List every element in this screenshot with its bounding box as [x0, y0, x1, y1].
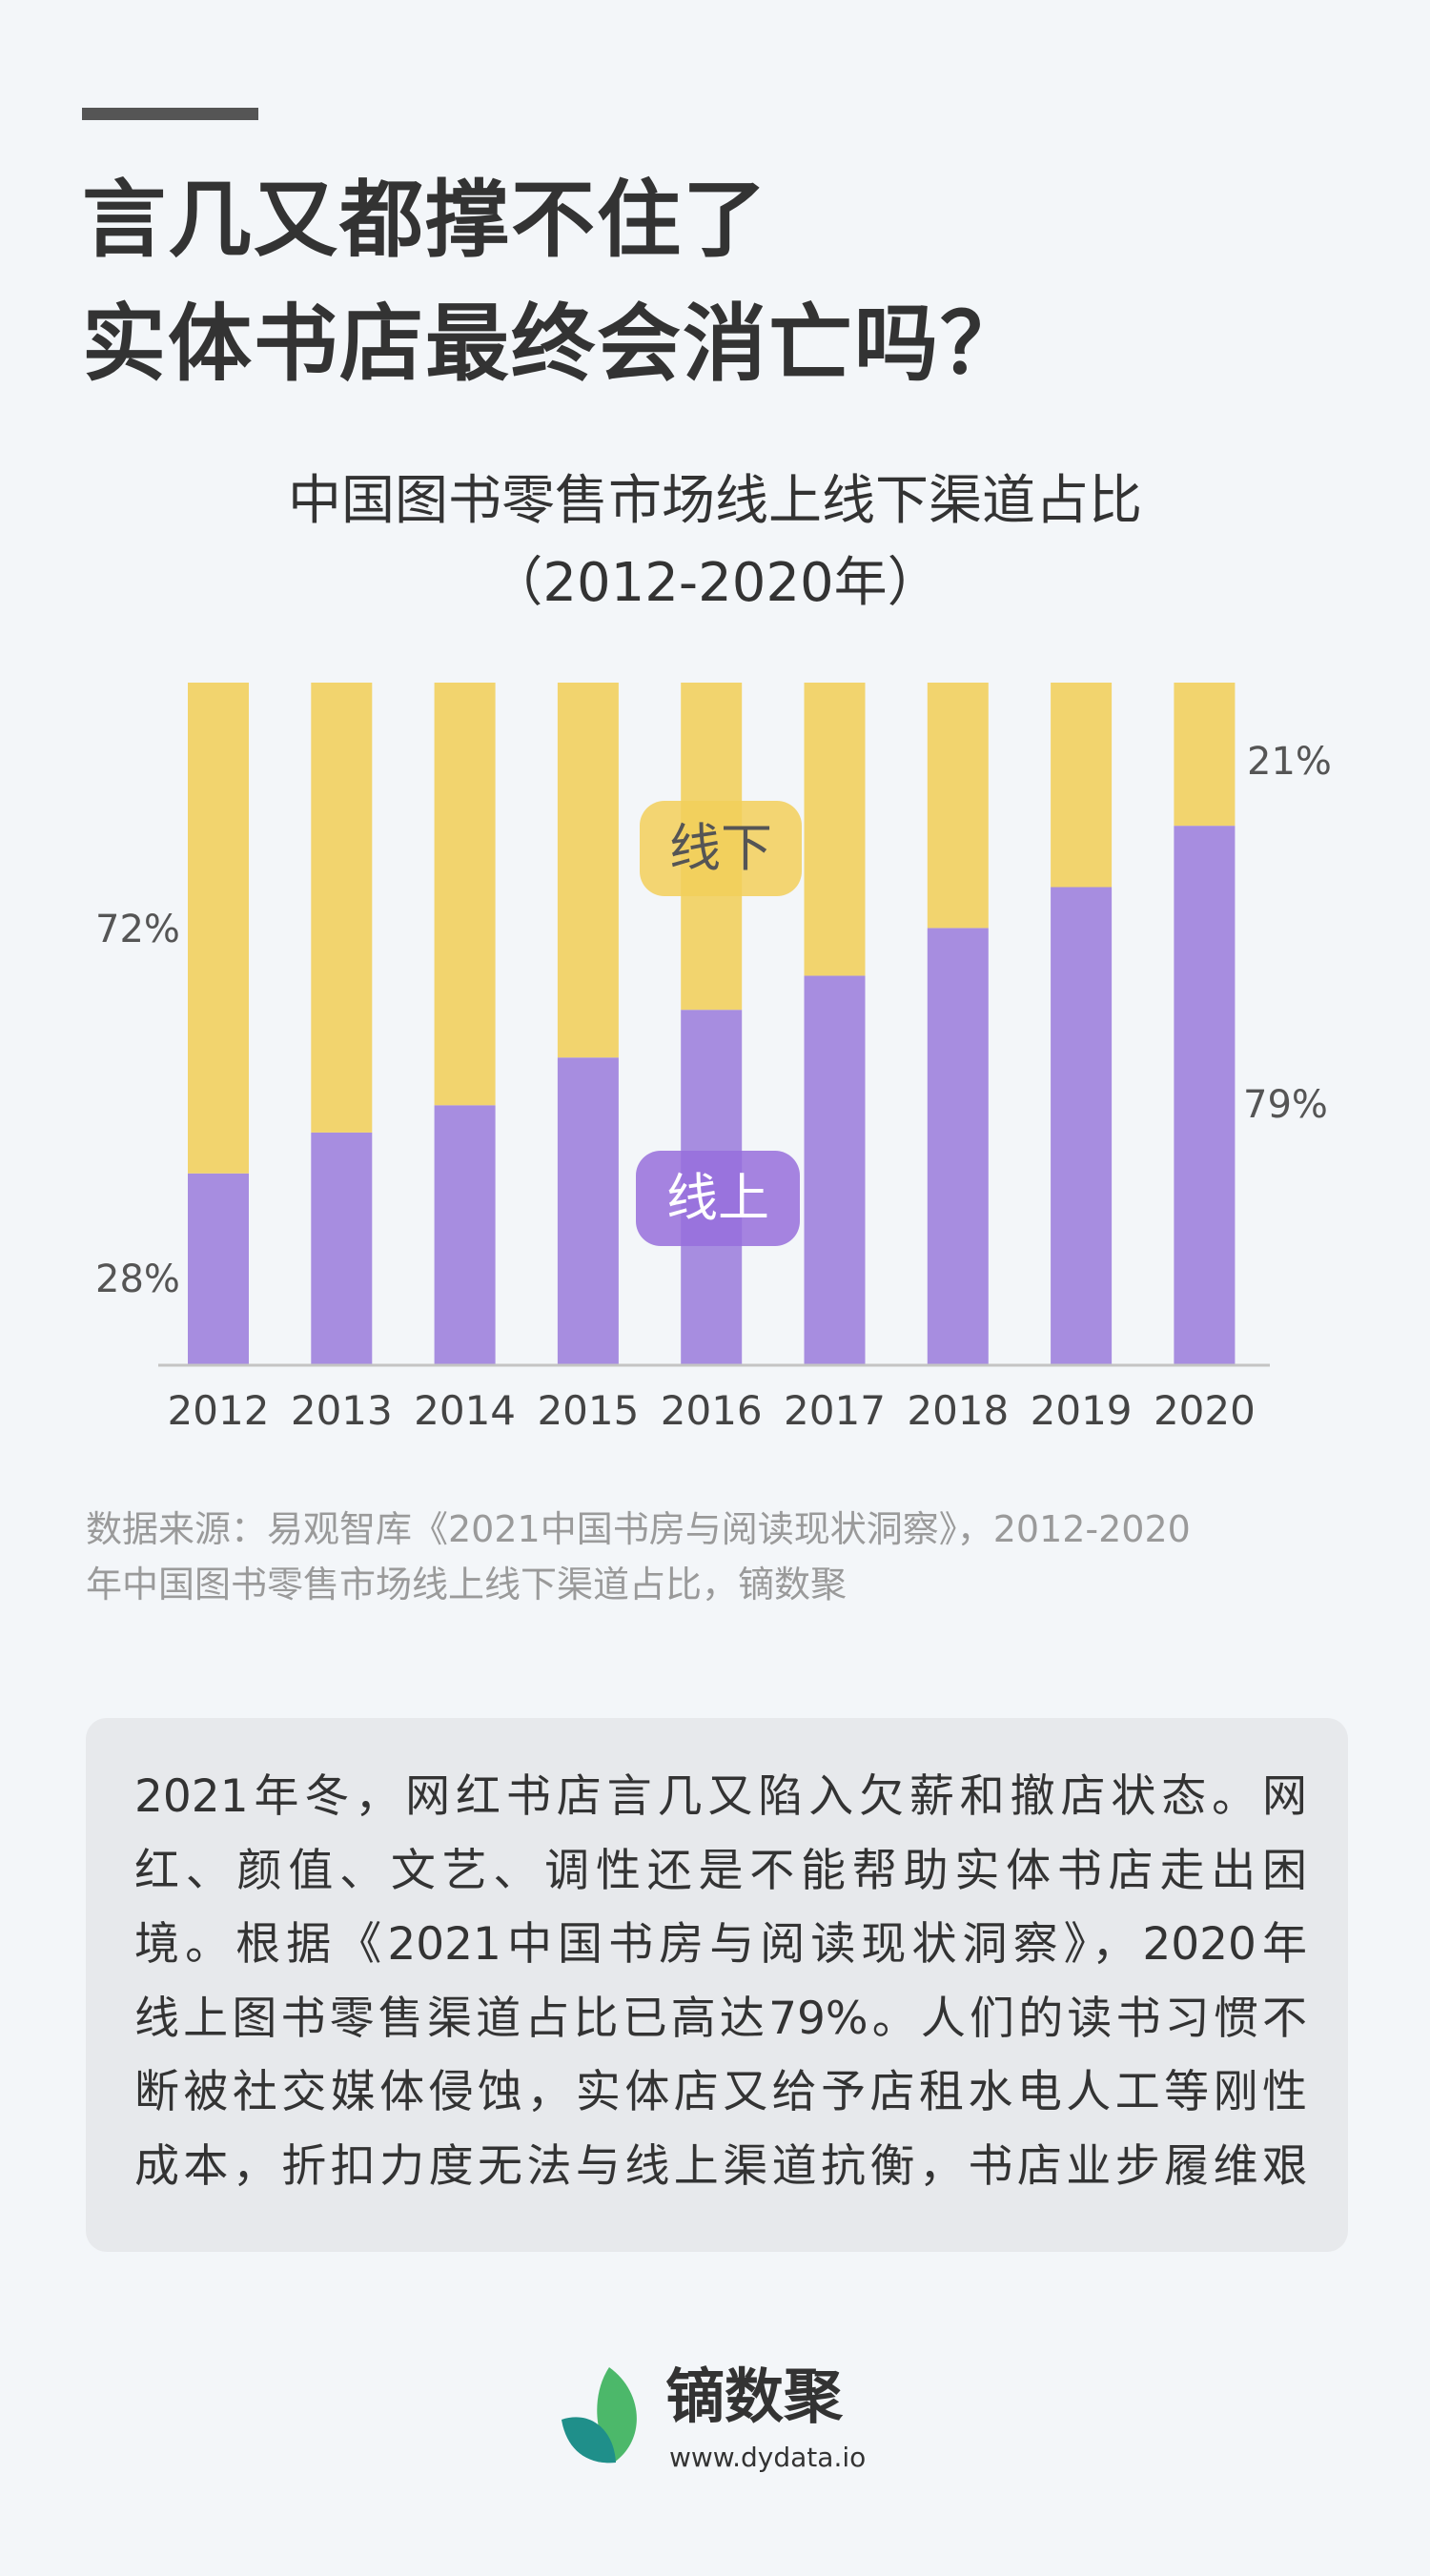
summary-box: 2021年冬，网红书店言几又陷入欠薪和撤店状态。网 红、颜值、文艺、调性还是不能… [86, 1718, 1348, 2252]
summary-line: 线上图书零售渠道占比已高达79%。人们的读书习惯不 [134, 1993, 1307, 2045]
leaf-logo-icon [562, 2367, 637, 2464]
brand-name: 镝数聚 [665, 2361, 844, 2431]
summary-line: 断被社交媒体侵蚀，实体店又给予店租水电人工等刚性 [134, 2066, 1307, 2118]
bar-offline-2014 [434, 683, 496, 1106]
bar-offline-2018 [927, 683, 989, 929]
bar-offline-2019 [1051, 683, 1113, 888]
annotation-2012-online: 28% [95, 1257, 180, 1301]
stacked-bar-chart: 2012 2013 2014 2015 2016 2017 2018 2019 2020 72%… [95, 683, 1332, 1434]
bar-online-2014 [434, 1105, 496, 1364]
summary-line: 成本，折扣力度无法与线上渠道抗衡，书店业步履维艰 [134, 2140, 1307, 2193]
bar-offline-2015 [557, 683, 619, 1058]
annotation-2020-online: 79% [1243, 1083, 1328, 1127]
legend-offline: 线下 [640, 801, 802, 896]
bar-offline-2012 [188, 683, 249, 1174]
chart-subtitle: （2012-2020年） [489, 552, 941, 614]
summary-line: 红、颜值、文艺、调性还是不能帮助实体书店走出困 [134, 1845, 1307, 1897]
x-tick-label: 2012 [168, 1387, 270, 1434]
x-tick-label: 2019 [1031, 1387, 1133, 1434]
x-tick-label: 2016 [661, 1387, 763, 1434]
bar-online-2018 [927, 928, 989, 1364]
annotation-2012-offline: 72% [95, 908, 180, 951]
bar-online-2017 [804, 975, 866, 1364]
bar-online-2013 [311, 1132, 373, 1364]
title-accent-bar [82, 108, 258, 120]
x-tick-label: 2015 [537, 1387, 639, 1434]
legend-online: 线上 [636, 1151, 800, 1246]
x-tick-label: 2013 [291, 1387, 393, 1434]
brand-url: www.dydata.io [669, 2442, 867, 2473]
bar-offline-2013 [311, 683, 373, 1133]
summary-line: 2021年冬，网红书店言几又陷入欠薪和撤店状态。网 [134, 1770, 1307, 1823]
x-tick-label: 2017 [784, 1387, 886, 1434]
summary-line: 境。根据《2021中国书房与阅读现状洞察》，2020年 [134, 1918, 1307, 1971]
page-title-line-1: 言几又都撑不住了 [82, 171, 769, 269]
bar-online-2019 [1051, 887, 1113, 1364]
annotation-2020-offline: 21% [1247, 740, 1332, 784]
page-title-line-2: 实体书店最终会消亡吗？ [82, 295, 1027, 393]
source-line-1: 数据来源：易观智库《2021中国书房与阅读现状洞察》，2012-2020 [86, 1508, 1191, 1550]
source-line-2: 年中国图书零售市场线上线下渠道占比，镝数聚 [86, 1564, 848, 1605]
bar-online-2020 [1174, 826, 1236, 1364]
x-tick-label: 2020 [1154, 1387, 1256, 1434]
bar-online-2015 [557, 1057, 619, 1364]
x-tick-label: 2014 [414, 1387, 516, 1434]
chart-title: 中国图书零售市场线上线下渠道占比 [288, 470, 1142, 532]
x-tick-label: 2018 [907, 1387, 1009, 1434]
bar-offline-2017 [804, 683, 866, 976]
bar-online-2012 [188, 1173, 249, 1364]
bar-offline-2020 [1174, 683, 1236, 827]
